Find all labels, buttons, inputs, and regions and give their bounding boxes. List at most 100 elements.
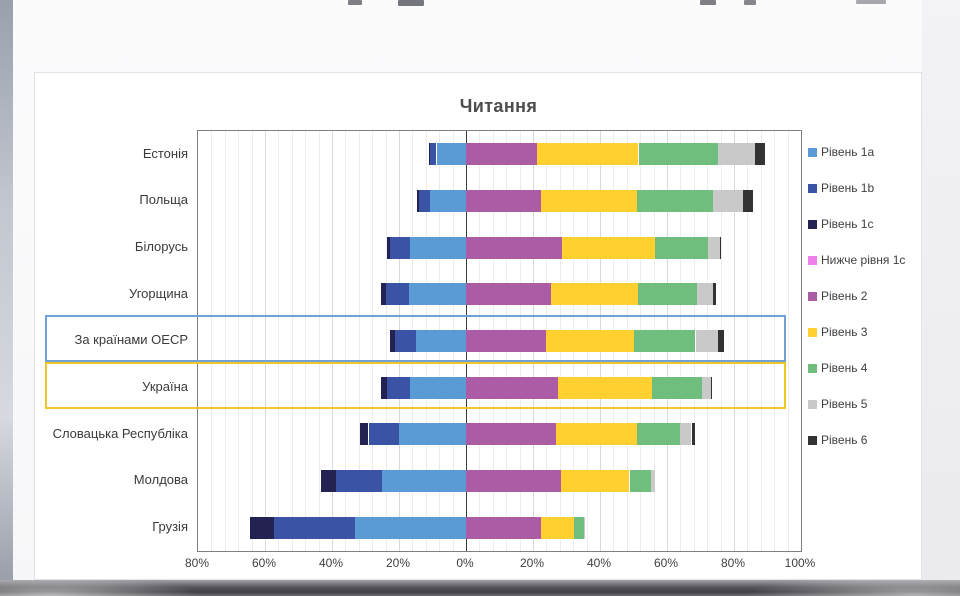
bar-segment-level_5: [713, 190, 744, 212]
bar-segment-level_3: [546, 330, 635, 352]
legend-label: Рівень 5: [821, 397, 868, 411]
bar-segment-level_3: [558, 377, 652, 399]
bar-segment-level_4: [574, 517, 584, 539]
bar-segment-level_1a: [409, 283, 467, 305]
bar-segment-level_1c: [386, 237, 391, 259]
legend: Рівень 1a Рівень 1b Рівень 1c Нижче рівня 1…: [808, 134, 918, 458]
gridline: [332, 131, 333, 551]
legend-swatch-icon: [808, 363, 817, 373]
ukraine-highlight-box: [45, 362, 786, 409]
x-tick-label: 40%: [586, 556, 612, 570]
top-edge-artifact: [744, 0, 756, 5]
bar-segment-level_1b: [419, 190, 431, 212]
category-label: Угорщина: [129, 285, 188, 301]
bar-segment-level_5: [708, 237, 720, 259]
bar-segment-level_1a: [399, 423, 466, 445]
bar-segment-level_4: [651, 377, 702, 399]
category-label: За країнами ОЕСР: [74, 332, 188, 348]
legend-item-level_2: Рівень 2: [808, 278, 918, 314]
bar-segment-level_6: [717, 330, 724, 352]
bar-segment-level_1c: [321, 470, 336, 492]
x-tick-label: 100%: [784, 556, 816, 570]
bar-segment-level_1a: [416, 330, 466, 352]
bar-segment-level_4: [638, 143, 719, 165]
top-edge-artifact: [700, 0, 716, 5]
category-label: Польща: [139, 192, 188, 208]
category-axis: Естонія Польща Білорусь Угорщина За країнами…: [30, 130, 188, 550]
bar-segment-level_1a: [355, 517, 466, 539]
plot-area: [197, 130, 802, 552]
bar-segment-level_1b: [395, 330, 417, 352]
legend-swatch-icon: [808, 147, 817, 157]
bar-segment-level_2: [466, 237, 562, 259]
x-tick-label: 60%: [653, 556, 679, 570]
bar-segment-level_1a: [436, 143, 466, 165]
legend-label: Рівень 1a: [821, 145, 875, 159]
gridline: [238, 131, 240, 551]
legend-item-level_6: Рівень 6: [808, 422, 918, 458]
bar-segment-level_3: [541, 190, 637, 212]
legend-swatch-icon: [808, 327, 817, 337]
bar-segment-level_1c: [360, 423, 369, 445]
bar-segment-level_5: [583, 517, 585, 539]
bar-segment-level_1c: [417, 190, 420, 212]
bar-segment-level_4: [636, 190, 714, 212]
x-tick-label: 80%: [720, 556, 746, 570]
bar-segment-level_1b: [335, 470, 382, 492]
category-label: Молдова: [133, 472, 188, 488]
bar-segment-level_3: [551, 283, 639, 305]
legend-label: Рівень 1c: [821, 217, 874, 231]
bar-segment-level_3: [540, 517, 575, 539]
legend-label: Рівень 3: [821, 325, 868, 339]
bar-segment-level_1b: [385, 283, 409, 305]
background-bottom-bar: [0, 580, 960, 596]
bar-segment-level_2: [466, 377, 559, 399]
legend-swatch-icon: [808, 183, 817, 193]
bar-segment-level_6: [711, 377, 713, 399]
gridline: [787, 131, 789, 551]
bar-segment-level_1c: [428, 143, 430, 165]
category-label: Білорусь: [134, 239, 188, 255]
top-edge-artifact: [398, 0, 424, 6]
x-tick-label: 20%: [519, 556, 545, 570]
top-edge-artifact: [856, 0, 886, 4]
gridline: [345, 131, 347, 551]
bar-segment-level_4: [638, 283, 697, 305]
bar-segment-level_2: [466, 423, 557, 445]
bar-segment-level_2: [466, 190, 541, 212]
bar-segment-level_6: [743, 190, 754, 212]
bar-segment-level_1a: [430, 190, 466, 212]
category-label: Грузія: [152, 519, 188, 535]
bar-segment-level_3: [561, 237, 656, 259]
bar-segment-level_6: [691, 423, 695, 445]
bar-segment-level_6: [712, 283, 716, 305]
gridline: [358, 131, 360, 551]
x-tick-label: 40%: [318, 556, 344, 570]
legend-swatch-icon: [808, 399, 817, 409]
bar-segment-level_4: [636, 423, 680, 445]
legend-label: Рівень 4: [821, 361, 868, 375]
gridline: [372, 131, 374, 551]
bar-segment-level_4: [655, 237, 709, 259]
category-label: Словацька Республіка: [52, 425, 188, 441]
legend-label: Рівень 1b: [821, 181, 875, 195]
legend-item-below_1c: Нижче рівня 1c: [808, 242, 918, 278]
gridline: [305, 131, 307, 551]
legend-item-level_4: Рівень 4: [808, 350, 918, 386]
background-right-strip: [922, 0, 960, 582]
bar-segment-level_1a: [410, 377, 466, 399]
gridline: [318, 131, 320, 551]
legend-item-level_3: Рівень 3: [808, 314, 918, 350]
x-tick-label: 20%: [385, 556, 411, 570]
legend-label: Рівень 2: [821, 289, 868, 303]
legend-item-level_1c: Рівень 1c: [808, 206, 918, 242]
x-tick-label: 80%: [184, 556, 210, 570]
bar-segment-level_6: [719, 237, 721, 259]
bar-segment-level_1b: [390, 237, 411, 259]
bar-segment-level_5: [679, 423, 692, 445]
gridline: [385, 131, 387, 551]
gridline: [278, 131, 280, 551]
gridline: [211, 131, 213, 551]
bar-segment-level_4: [629, 470, 652, 492]
bar-segment-level_1b: [429, 143, 437, 165]
